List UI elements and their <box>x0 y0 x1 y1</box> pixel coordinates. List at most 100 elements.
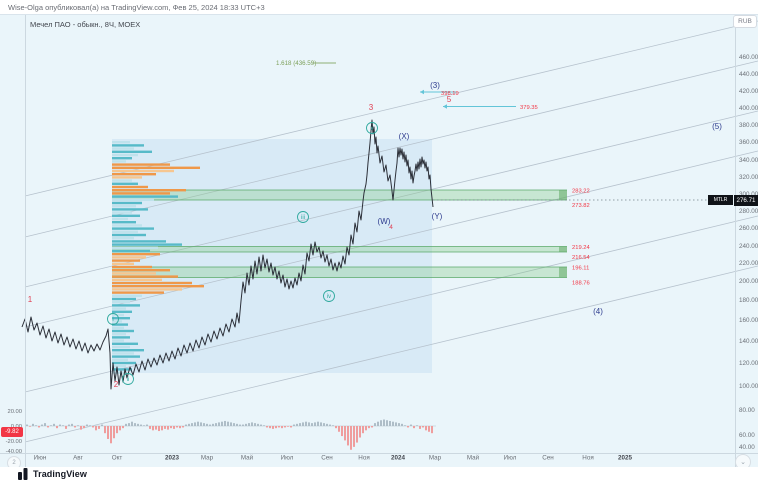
oscillator-bar <box>338 426 340 432</box>
trend-line[interactable] <box>24 60 758 238</box>
trend-line[interactable] <box>24 110 758 288</box>
trend-line[interactable] <box>24 150 758 328</box>
wave-label-primary[interactable]: 1 <box>28 295 33 304</box>
volume-profile-bar <box>112 237 134 240</box>
price-axis-tick[interactable]: 280.00 <box>739 208 758 215</box>
price-line-series[interactable] <box>21 119 434 390</box>
oscillator-bar <box>125 423 127 426</box>
wave-label-primary[interactable]: 5 <box>447 95 452 104</box>
oscillator-bar <box>302 422 304 426</box>
oscillator-bar <box>92 426 94 428</box>
volume-profile-bar <box>112 227 154 230</box>
wave-circle[interactable] <box>366 122 378 134</box>
oscillator-bar <box>143 425 145 426</box>
time-axis-label[interactable]: Сен <box>542 455 554 462</box>
price-axis-tick[interactable]: 80.00 <box>739 407 755 414</box>
chart-area[interactable]: 283.22 273.82 219.24 216.54 196.11 188.76 1.61… <box>0 14 758 470</box>
price-axis-tick[interactable]: 160.00 <box>739 317 758 324</box>
volume-profile-bar <box>112 333 126 336</box>
time-axis-label[interactable]: Май <box>241 454 254 462</box>
wave-label-primary[interactable]: 4 <box>389 224 393 231</box>
time-axis-label[interactable]: Ноя <box>358 455 369 462</box>
currency-badge[interactable]: RUB <box>733 15 757 28</box>
price-axis-tick[interactable]: 140.00 <box>739 338 758 345</box>
wave-label-intermediate[interactable]: (3) <box>430 81 440 90</box>
wave-circle[interactable] <box>122 373 134 385</box>
oscillator-bar <box>323 423 325 426</box>
time-axis-label[interactable]: Окт <box>112 455 123 462</box>
price-axis-tick[interactable]: 400.00 <box>739 105 758 112</box>
oscillator-bar <box>263 425 265 426</box>
wave-label-intermediate[interactable]: (4) <box>593 307 603 316</box>
price-axis-tick[interactable]: 240.00 <box>739 243 758 250</box>
oscillator-axis-tick[interactable]: -40.00 <box>6 449 22 455</box>
price-axis-tick[interactable]: 260.00 <box>739 225 758 232</box>
price-axis-tick[interactable]: 380.00 <box>739 122 758 129</box>
price-axis-tick[interactable]: 180.00 <box>739 297 758 304</box>
wave-label-primary[interactable]: 3 <box>369 103 374 112</box>
time-axis-label[interactable]: Май <box>467 454 480 462</box>
time-axis-label[interactable]: Июл <box>504 455 517 462</box>
zone-band[interactable] <box>112 246 567 253</box>
oscillator-axis-tick[interactable]: 20.00 <box>7 409 22 415</box>
wave-label-primary[interactable]: 2 <box>114 380 119 389</box>
price-axis-tick[interactable]: 360.00 <box>739 139 758 146</box>
time-axis-label[interactable]: Ноя <box>582 455 593 462</box>
oscillator-bar <box>74 426 76 428</box>
price-axis-tick[interactable]: 60.00 <box>739 432 755 439</box>
price-axis-tick[interactable]: 320.00 <box>739 174 758 181</box>
wave-circle[interactable] <box>107 313 119 325</box>
oscillator-bar <box>410 424 412 426</box>
oscillator-bar <box>32 423 34 426</box>
price-axis-tick[interactable]: 120.00 <box>739 360 758 367</box>
trend-line[interactable] <box>24 265 758 443</box>
wave-label-intermediate[interactable]: (Y) <box>432 212 443 221</box>
volume-profile-bar <box>112 352 134 355</box>
time-axis-label[interactable]: Авг <box>73 455 84 462</box>
time-axis-label[interactable]: Июн <box>34 455 47 462</box>
price-axis-tick[interactable]: 40.00 <box>739 444 755 451</box>
zone-band[interactable] <box>112 190 567 200</box>
price-axis-tick[interactable]: 200.00 <box>739 278 758 285</box>
oscillator-bar <box>350 426 352 450</box>
time-axis-label[interactable]: 2025 <box>618 455 633 462</box>
time-axis-label[interactable]: 2023 <box>165 455 180 462</box>
volume-profile-bar <box>112 208 148 211</box>
wave-circle[interactable] <box>323 290 335 302</box>
target-price-label: 379.35 <box>520 105 538 111</box>
oscillator-axis-tick[interactable]: -20.00 <box>6 439 22 445</box>
zone-band[interactable] <box>112 267 567 278</box>
price-axis-tick[interactable]: 440.00 <box>739 71 758 78</box>
wave-label-intermediate[interactable]: (W) <box>378 217 391 226</box>
volume-profile-bar <box>112 265 152 269</box>
oscillator-bar <box>65 426 67 429</box>
wave-circle[interactable] <box>297 211 309 223</box>
wave-label-intermediate[interactable]: (X) <box>399 132 410 141</box>
tradingview-wordmark[interactable]: TradingView <box>33 469 87 479</box>
price-axis-tick[interactable]: 340.00 <box>739 157 758 164</box>
oscillator-bar <box>212 423 214 426</box>
chart-canvas[interactable]: 283.22 273.82 219.24 216.54 196.11 188.76 1.61… <box>0 15 758 468</box>
time-axis-label[interactable]: Сен <box>321 455 333 462</box>
price-axis-tick[interactable]: 460.00 <box>739 54 758 61</box>
oscillator-bar <box>275 426 277 429</box>
oscillator-bar <box>104 426 106 434</box>
chart-title: Мечел ПАО - обыкн., 8Ч, MOEX <box>30 20 141 29</box>
time-axis-label[interactable]: Июл <box>281 455 294 462</box>
volume-profile-bar <box>112 173 156 176</box>
tradingview-logo-icon[interactable] <box>18 468 29 480</box>
wave-label-intermediate[interactable]: (5) <box>712 122 722 131</box>
time-axis-label[interactable]: Мар <box>429 455 442 462</box>
volume-profile-bar <box>112 253 160 256</box>
oscillator-bar <box>290 426 292 428</box>
time-axis-label[interactable]: 2024 <box>391 455 406 462</box>
time-axis-label[interactable]: Мар <box>201 455 214 462</box>
footer-bar: TradingView <box>0 467 758 481</box>
oscillator-bar <box>122 426 124 429</box>
oscillator-bar <box>251 422 253 426</box>
oscillator-bar <box>98 426 100 429</box>
pane-button[interactable]: 2 <box>7 456 21 470</box>
price-axis-tick[interactable]: 220.00 <box>739 260 758 267</box>
price-axis-tick[interactable]: 100.00 <box>739 383 758 390</box>
price-axis-tick[interactable]: 420.00 <box>739 88 758 95</box>
